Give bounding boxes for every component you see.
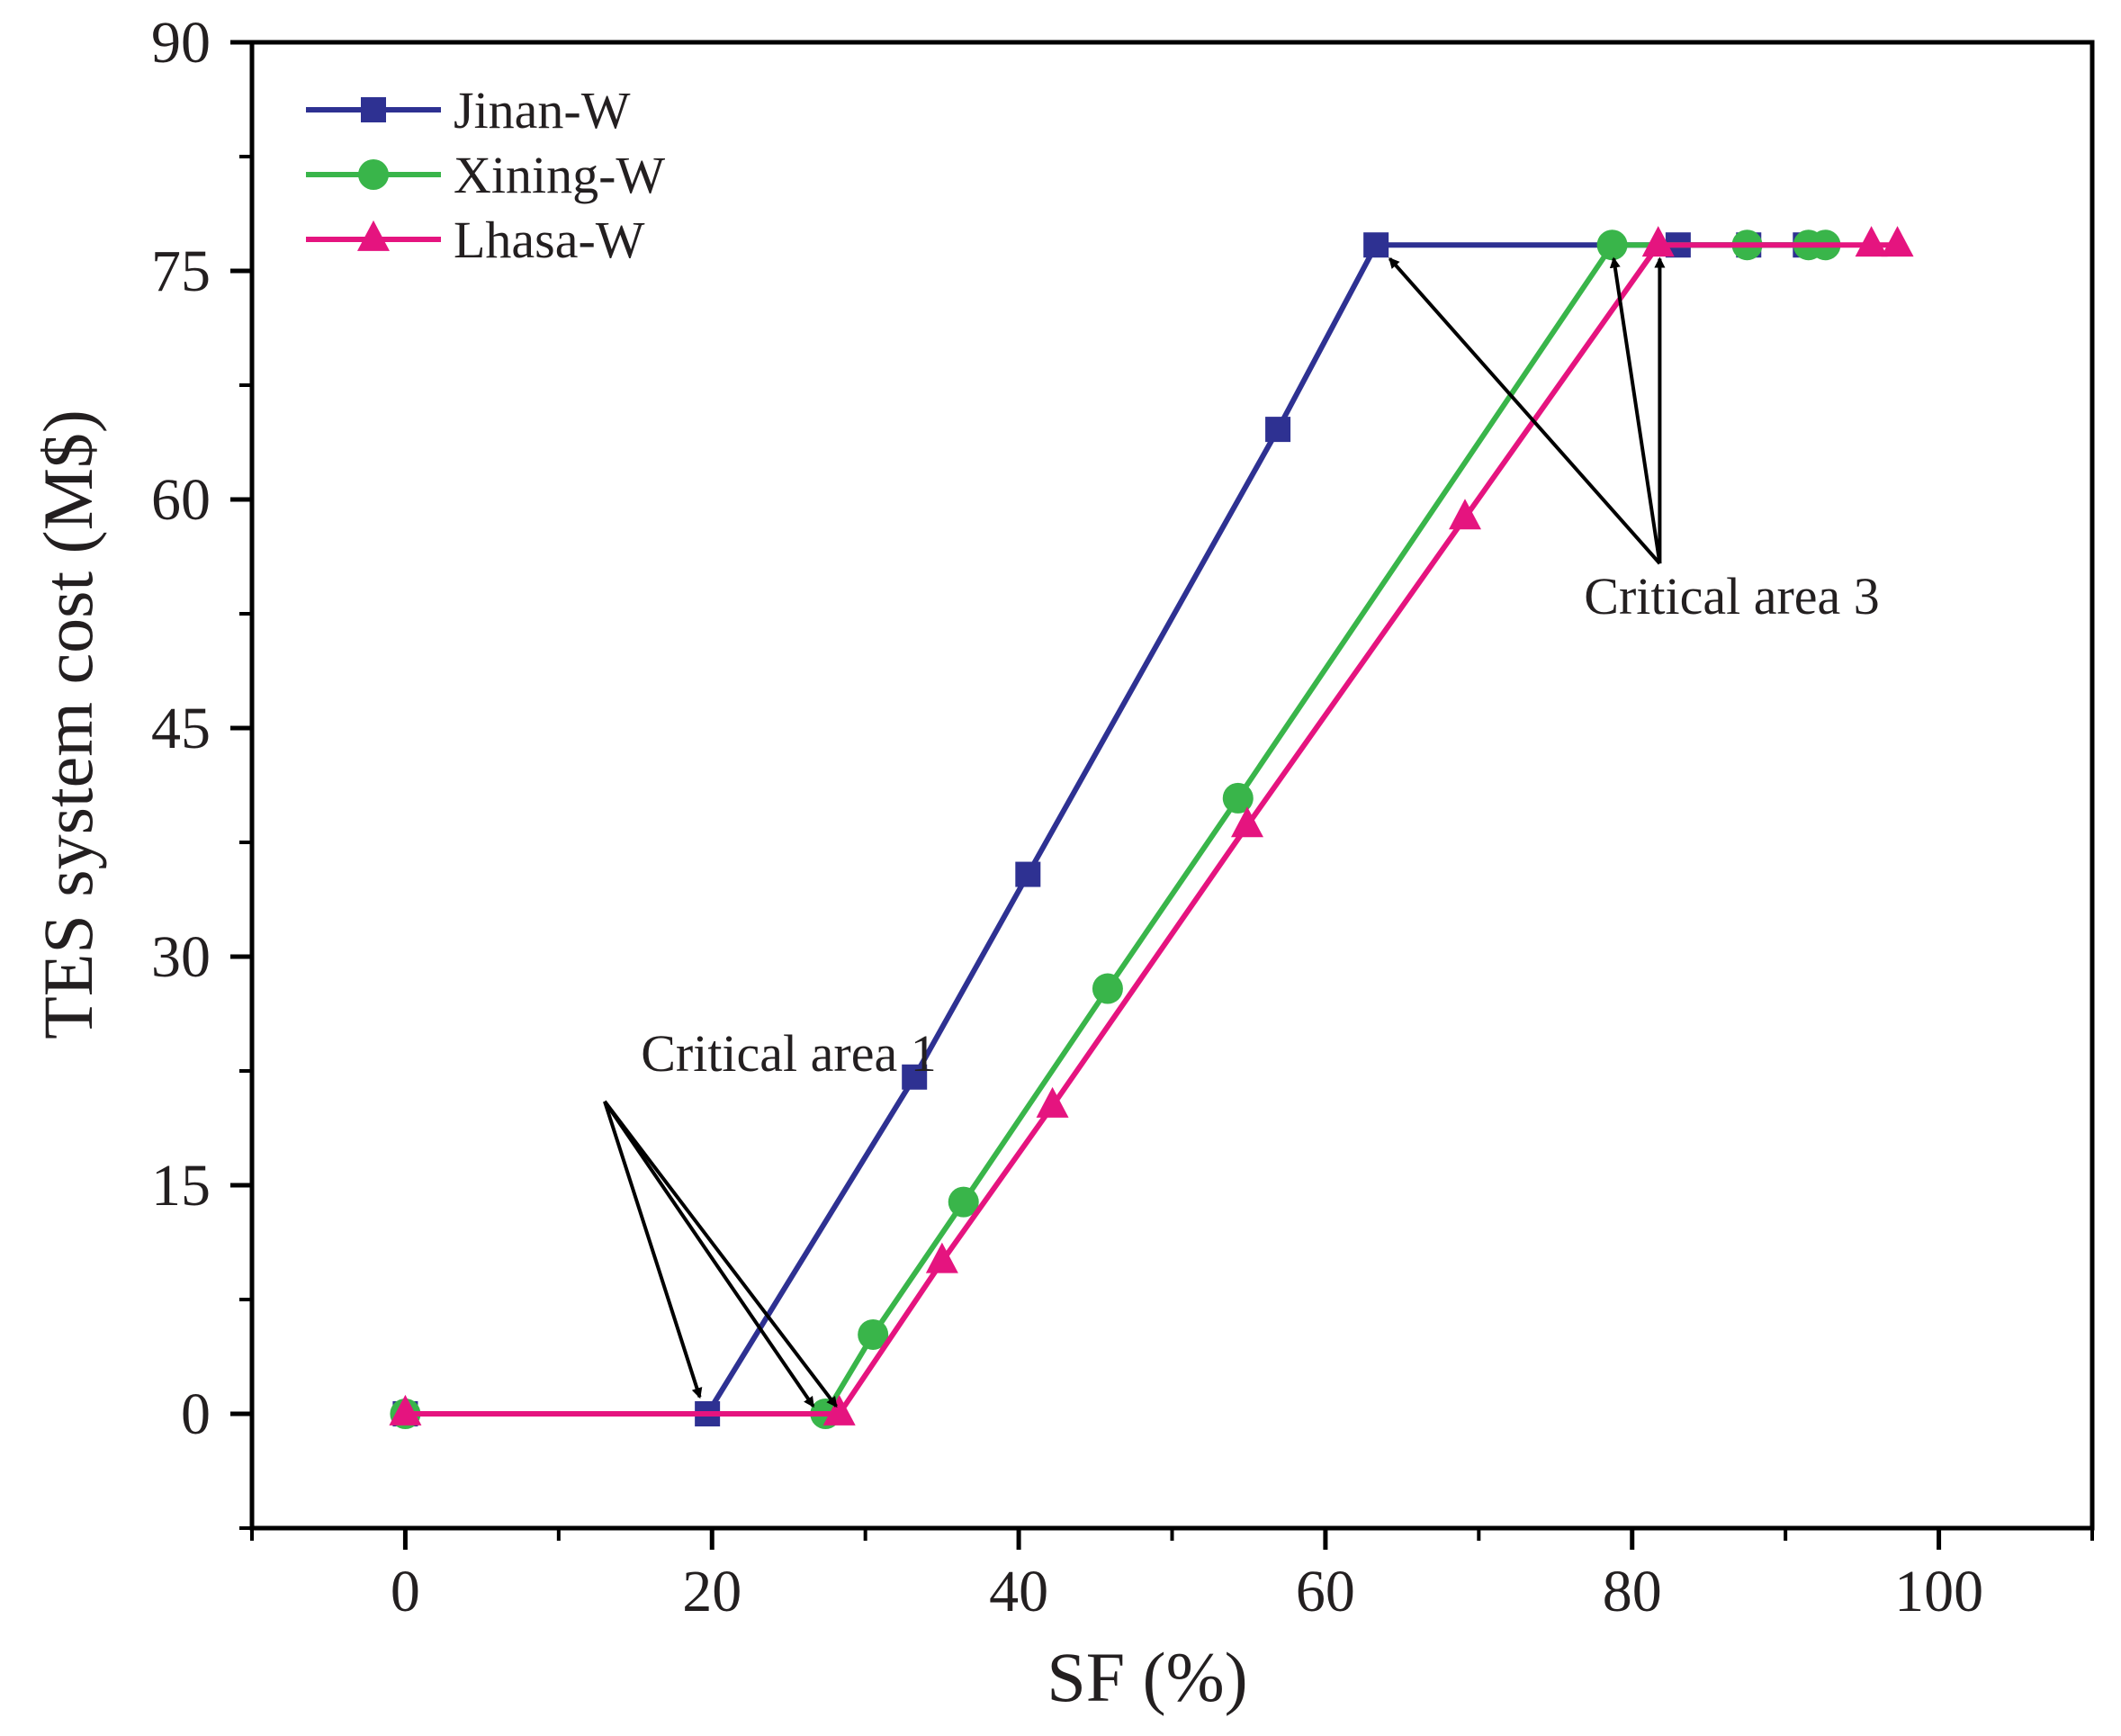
data-point <box>1231 806 1264 838</box>
x-tick-label: 80 <box>1603 1559 1662 1624</box>
axis-titles: SF (%) TES system cost (M$) <box>29 409 1248 1716</box>
legend-label: Lhasa-W <box>454 211 645 269</box>
y-tick-label: 60 <box>151 467 211 533</box>
data-point <box>948 1186 979 1218</box>
annotation-label: Critical area 3 <box>1584 567 1880 625</box>
data-point <box>858 1318 889 1350</box>
data-point <box>902 1064 928 1090</box>
series-layer <box>389 226 1914 1429</box>
legend-marker <box>361 97 386 122</box>
annotation-arrow <box>603 1100 838 1408</box>
legend: Jinan-W Xining-W Lhasa-W <box>306 81 665 269</box>
legend-label: Xining-W <box>454 146 665 204</box>
y-tick-label: 15 <box>151 1153 211 1219</box>
series-jinan-w <box>392 232 1819 1426</box>
data-point <box>822 1394 856 1426</box>
legend-label: Jinan-W <box>454 81 631 139</box>
annotation-1: Critical area 1 <box>603 1024 937 1408</box>
y-tick-label: 45 <box>151 696 211 761</box>
data-point <box>925 1242 958 1273</box>
series-line <box>405 242 1806 1417</box>
data-point <box>1881 226 1914 257</box>
data-point <box>1036 1086 1069 1118</box>
legend-item-jinan-w: Jinan-W <box>306 81 631 139</box>
x-axis-title: SF (%) <box>1047 1638 1247 1716</box>
x-tick-label: 20 <box>682 1559 741 1624</box>
x-tick-label: 40 <box>989 1559 1048 1624</box>
x-tick-label: 0 <box>391 1559 420 1624</box>
series-lhasa-w <box>389 226 1914 1426</box>
data-point <box>1265 417 1291 443</box>
y-axis-title: TES system cost (M$) <box>29 409 107 1039</box>
annotations-layer: Critical area 1 Critical area 3 <box>603 256 1880 1408</box>
y-tick-label: 90 <box>151 10 211 76</box>
data-point <box>1855 226 1888 257</box>
data-point <box>1448 499 1481 530</box>
annotation-2: Critical area 3 <box>1388 256 1880 625</box>
series-xining-w <box>390 229 1841 1429</box>
x-tick-label: 100 <box>1894 1559 1983 1624</box>
legend-item-xining-w: Xining-W <box>306 146 665 204</box>
data-point <box>1596 229 1628 261</box>
data-point <box>1092 973 1123 1004</box>
y-tick-label: 75 <box>151 238 211 304</box>
data-point <box>1222 782 1254 814</box>
legend-item-lhasa-w: Lhasa-W <box>306 211 645 269</box>
annotation-arrow <box>1388 256 1661 565</box>
x-tick-label: 60 <box>1296 1559 1355 1624</box>
series-line <box>405 242 1898 1417</box>
annotation-label: Critical area 1 <box>641 1024 937 1083</box>
y-tick-label: 30 <box>151 924 211 990</box>
annotation-arrow <box>1609 256 1662 564</box>
data-point <box>1641 226 1675 257</box>
axes-layer: 0 15 30 45 60 75 90 0 20 40 60 80 100 <box>151 10 2095 1624</box>
annotation-arrow <box>603 1100 815 1408</box>
legend-marker <box>358 159 389 190</box>
legend-marker <box>357 220 390 251</box>
data-point <box>1363 232 1389 258</box>
series-line <box>405 242 1826 1417</box>
data-point <box>389 1394 422 1426</box>
data-point <box>1015 861 1041 887</box>
annotation-arrow <box>603 1101 703 1399</box>
y-tick-label: 0 <box>181 1381 211 1447</box>
